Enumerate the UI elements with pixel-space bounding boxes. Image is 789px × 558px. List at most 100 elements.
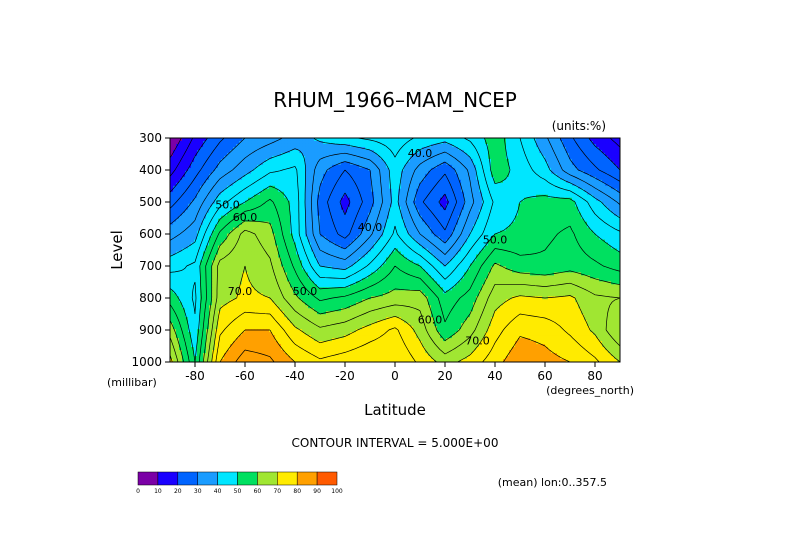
contour-cell (521, 146, 525, 151)
contour-cell (311, 173, 315, 178)
contour-cell (419, 206, 423, 211)
contour-cell (272, 230, 276, 235)
contour-cell (446, 140, 450, 145)
contour-cell (221, 215, 225, 220)
contour-cell (374, 158, 378, 163)
contour-cell (281, 146, 285, 151)
contour-cell (332, 203, 336, 208)
contour-cell (392, 182, 396, 187)
contour-cell (359, 158, 363, 163)
contour-cell (344, 161, 348, 166)
contour-cell (392, 143, 396, 148)
contour-cell (302, 218, 306, 223)
contour-cell (458, 203, 462, 208)
contour-cell (599, 185, 603, 190)
contour-cell (572, 227, 576, 232)
contour-cell (569, 155, 573, 160)
contour-cell (506, 143, 510, 148)
contour-cell (212, 206, 216, 211)
contour-cell (530, 164, 534, 169)
contour-cell (389, 170, 393, 175)
contour-cell (605, 179, 609, 184)
contour-cell (410, 155, 414, 160)
contour-cell (344, 203, 348, 208)
contour-cell (254, 149, 258, 154)
contour-cell (251, 170, 255, 175)
contour-cell (170, 212, 174, 217)
contour-cell (455, 206, 459, 211)
contour-cell (596, 191, 600, 196)
contour-cell (611, 224, 615, 229)
contour-cell (209, 209, 213, 214)
contour-cell (563, 152, 567, 157)
contour-cell (461, 149, 465, 154)
contour-cell (470, 164, 474, 169)
contour-cell (302, 215, 306, 220)
contour-cell (488, 140, 492, 145)
contour-cell (479, 155, 483, 160)
contour-cell (299, 227, 303, 232)
contour-cell (389, 182, 393, 187)
contour-cell (584, 197, 588, 202)
contour-cell (179, 179, 183, 184)
contour-cell (176, 158, 180, 163)
contour-cell (206, 212, 210, 217)
contour-cell (251, 179, 255, 184)
contour-cell (584, 233, 588, 238)
contour-cell (476, 233, 480, 238)
contour-cell (245, 138, 249, 142)
contour-cell (227, 155, 231, 160)
contour-cell (590, 149, 594, 154)
contour-cell (245, 158, 249, 163)
contour-cell (350, 209, 354, 214)
contour-cell (311, 212, 315, 217)
contour-cell (605, 197, 609, 202)
contour-cell (464, 167, 468, 172)
contour-cell (182, 176, 186, 181)
contour-cell (350, 212, 354, 217)
contour-cell (569, 138, 573, 142)
contour-cell (467, 206, 471, 211)
contour-cell (383, 161, 387, 166)
contour-cell (194, 221, 198, 226)
contour-cell (533, 221, 537, 226)
contour-cell (356, 182, 360, 187)
contour-cell (239, 161, 243, 166)
contour-cell (524, 221, 528, 226)
contour-cell (386, 227, 390, 232)
contour-cell (212, 221, 216, 226)
contour-cell (224, 152, 228, 157)
contour-cell (389, 212, 393, 217)
contour-cell (482, 227, 486, 232)
contour-cell (401, 230, 405, 235)
contour-cell (275, 140, 279, 145)
contour-cell (407, 212, 411, 217)
contour-cell (353, 164, 357, 169)
contour-cell (176, 236, 180, 241)
contour-cell (185, 167, 189, 172)
contour-cell (296, 158, 300, 163)
contour-cell (359, 197, 363, 202)
contour-cell (188, 167, 192, 172)
contour-cell (605, 221, 609, 226)
contour-cell (275, 143, 279, 148)
contour-cell (548, 138, 552, 142)
contour-cell (302, 203, 306, 208)
contour-cell (497, 173, 501, 178)
contour-cell (185, 155, 189, 160)
contour-cell (257, 215, 261, 220)
contour-cell (425, 200, 429, 205)
contour-cell (212, 164, 216, 169)
contour-cell (242, 221, 246, 226)
contour-cell (377, 164, 381, 169)
contour-cell (173, 227, 177, 232)
contour-cell (239, 236, 243, 241)
contour-cell (353, 158, 357, 163)
contour-cell (311, 209, 315, 214)
contour-cell (515, 173, 519, 178)
contour-cell (200, 203, 204, 208)
contour-cell (359, 170, 363, 175)
contour-cell (188, 182, 192, 187)
contour-cell (377, 173, 381, 178)
contour-cell (293, 197, 297, 202)
